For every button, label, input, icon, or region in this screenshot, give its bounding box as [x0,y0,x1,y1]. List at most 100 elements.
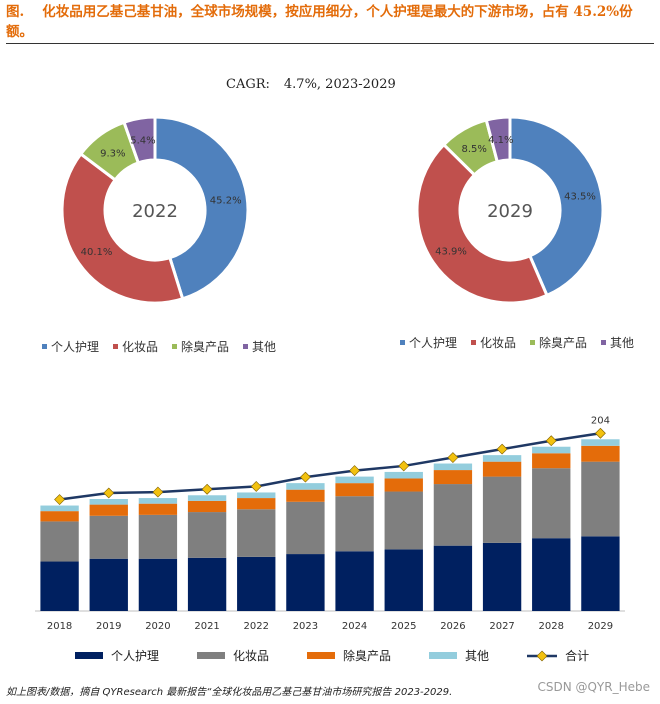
pie1-legend-item-cosmetics: 化妆品 [113,338,158,355]
pie1-slice-personal-care [153,115,250,301]
pie1-legend-item-personal-care: 个人护理 [42,338,99,355]
bar-2025-personal-care [384,549,423,611]
bar-2028-cosmetics [532,468,571,539]
total-marker-2027 [496,443,508,455]
pie1-slice-other [122,115,157,165]
bar-2022-cosmetics [237,509,276,557]
bar-2028-other [532,446,571,454]
pie2-legend-swatch-personal-care [400,340,405,345]
bar-2018-cosmetics [40,521,79,562]
bar-2023-deodorant [286,489,325,502]
pie-legend-2022: 个人护理 化妆品 除臭产品 其他 [42,338,276,355]
pie1-legend-swatch-deodorant [172,344,178,349]
pie1-legend-label-other: 其他 [252,340,277,354]
pie1-legend-item-deodorant: 除臭产品 [172,338,229,355]
bar-legend-item-total: 合计 [527,647,589,664]
bar-legend-swatch-deodorant [307,652,336,659]
bar-legend-swatch-other [429,652,458,659]
bar-2027-deodorant [482,461,522,477]
bar-legend-item-cosmetics: 化妆品 [197,647,269,664]
bar-legend-swatch-personal-care [75,652,103,659]
pie1-legend-swatch-other [243,344,249,349]
bar-2026-deodorant [433,470,473,485]
x-tick-2026: 2026 [440,621,465,632]
bar-2025-cosmetics [384,491,423,550]
bar-2021-deodorant [187,500,227,513]
x-tick-2021: 2021 [194,621,219,632]
x-tick-2029: 2029 [588,621,613,632]
pie1-legend-item-other: 其他 [243,338,276,355]
pie2-slice-cosmetics [415,142,549,305]
bar-2027-cosmetics [482,476,522,543]
bar-2020-other [138,498,178,504]
pie2-legend-swatch-cosmetics [471,340,477,345]
bar-2021-cosmetics [187,512,227,558]
bar-2029-personal-care [581,536,620,611]
bar-2020-personal-care [138,558,178,611]
bar-2029-deodorant [581,445,620,462]
x-tick-2018: 2018 [47,621,72,632]
x-tick-2020: 2020 [145,621,170,632]
pie2-slice-personal-care [508,115,605,298]
pie1-slice-cosmetics [60,151,185,305]
stacked-bar-chart: 2018 2019 2020 2021 2022 2023 2024 2025 2026 2027… [35,415,625,632]
pie1-label-personal-care: 45.2% [210,195,242,206]
pie2-legend-item-cosmetics: 化妆品 [471,334,516,351]
pie1-legend-swatch-personal-care [42,344,47,349]
total-marker-2026 [447,452,459,463]
bar-2024-cosmetics [335,496,374,552]
title-divider [6,43,654,44]
bar-2022-other [237,492,276,499]
bar-2020-cosmetics [138,514,178,559]
x-tick-2023: 2023 [293,621,318,632]
total-marker-2021 [201,483,213,495]
bar-2025-other [384,471,423,479]
bar-2024-deodorant [335,483,374,497]
pie1-label-cosmetics: 40.1% [81,247,113,258]
bar-2023-personal-care [286,554,325,611]
x-tick-2024: 2024 [342,621,367,632]
bar-2021-other [187,495,227,501]
pie2-legend-swatch-deodorant [530,340,536,345]
pie2-legend-item-deodorant: 除臭产品 [530,334,587,351]
cagr-value: 4.7%, 2023-2029 [283,77,396,92]
bar-legend-item-personal-care: 个人护理 [75,647,159,664]
pie2-legend-label-other: 其他 [610,336,635,350]
bar-2022-deodorant [237,498,276,510]
x-tick-2025: 2025 [391,621,416,632]
bar-2028-personal-care [532,538,571,611]
pie2-legend-label-personal-care: 个人护理 [409,336,458,350]
bar-2019-personal-care [89,558,128,611]
bar-legend-label-cosmetics: 化妆品 [233,649,270,663]
bar-legend-item-deodorant: 除臭产品 [307,647,391,664]
bar-2023-cosmetics [286,501,325,555]
bar-2018-personal-care [40,561,79,611]
source-note: 如上图表/数据，摘自 QYResearch 最新报告“全球化妆品用乙基己基甘油市… [6,687,453,698]
bar-legend-label-other: 其他 [465,649,490,663]
watermark: CSDN @QYR_Hebe [537,680,650,694]
pie1-center-year: 2022 [132,201,178,222]
bar-2023-other [286,483,325,490]
total-marker-2023 [299,471,311,483]
bar-2026-other [433,463,473,471]
pie1-legend-swatch-cosmetics [113,344,119,349]
pie2-label-personal-care: 43.5% [564,192,596,203]
bar-2027-other [482,455,522,462]
figure-label: 图. [6,4,25,20]
bar-2018-deodorant [40,511,79,522]
bar-legend-swatch-cosmetics [197,652,226,659]
pie2-legend-label-cosmetics: 化妆品 [480,336,517,350]
pie2-center-year: 2029 [487,201,533,222]
total-marker-2024 [349,465,361,477]
cagr-label: CAGR: 4.7%, 2023-2029 [226,77,410,92]
pie2-legend-item-other: 其他 [601,334,634,351]
bar-2025-deodorant [384,478,423,492]
pie2-slice-other [484,115,512,164]
bar-legend-item-other: 其他 [429,647,489,664]
pie2-label-deodorant: 8.5% [461,144,486,155]
x-tick-2019: 2019 [96,621,121,632]
bar-2024-other [335,476,374,484]
bar-2029-cosmetics [581,461,620,537]
bar-legend-label-personal-care: 个人护理 [111,649,160,663]
bar-2020-deodorant [138,503,178,515]
